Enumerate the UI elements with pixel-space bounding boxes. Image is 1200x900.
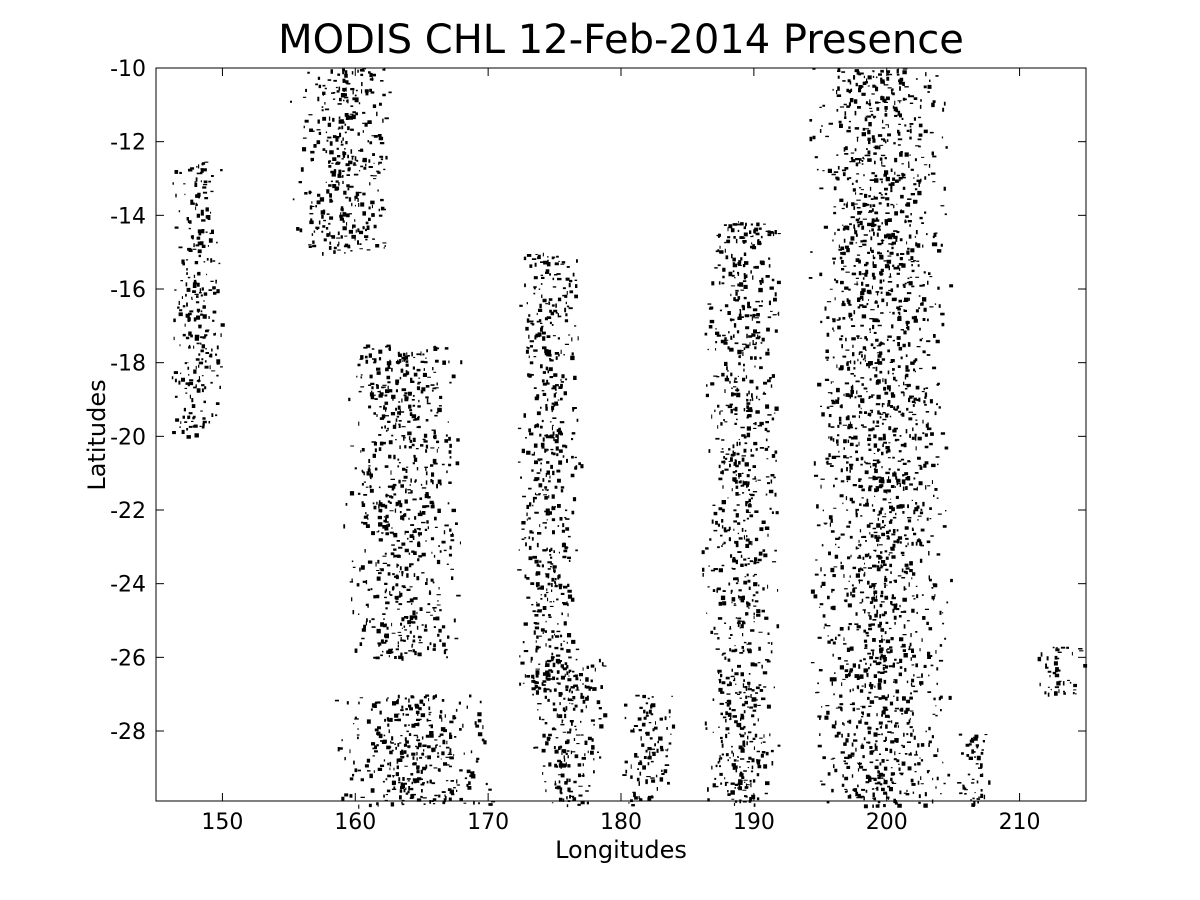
x-tick-label: 170 bbox=[467, 810, 509, 835]
x-tick-label: 200 bbox=[866, 810, 908, 835]
y-tick-label: -28 bbox=[110, 720, 146, 745]
y-tick-label: -22 bbox=[110, 499, 146, 524]
x-tick-label: 150 bbox=[201, 810, 243, 835]
y-tick-label: -14 bbox=[110, 204, 146, 229]
x-axis-label: Longitudes bbox=[555, 836, 687, 864]
x-axis: 150 160 170 180 190 200 210 bbox=[201, 68, 1041, 835]
chart-title: MODIS CHL 12-Feb-2014 Presence bbox=[278, 17, 964, 63]
y-tick-label: -10 bbox=[110, 57, 146, 82]
y-tick-label: -24 bbox=[110, 573, 146, 598]
y-tick-label: -12 bbox=[110, 131, 146, 156]
y-tick-label: -20 bbox=[110, 425, 146, 450]
x-tick-label: 190 bbox=[733, 810, 775, 835]
plot-background bbox=[156, 68, 1086, 801]
plot-area bbox=[155, 67, 1088, 809]
y-tick-label: -26 bbox=[110, 646, 146, 671]
presence-pixels bbox=[171, 68, 1088, 809]
x-tick-label: 180 bbox=[600, 810, 642, 835]
y-tick-label: -16 bbox=[110, 278, 146, 303]
x-tick-label: 210 bbox=[999, 810, 1041, 835]
presence-layer bbox=[171, 68, 1088, 809]
y-axis: -10 -12 -14 -16 -18 -20 -22 -24 -26 -28 bbox=[110, 57, 1086, 745]
y-axis-label: Latitudes bbox=[83, 379, 111, 490]
y-tick-label: -18 bbox=[110, 352, 146, 377]
x-tick-label: 160 bbox=[334, 810, 376, 835]
